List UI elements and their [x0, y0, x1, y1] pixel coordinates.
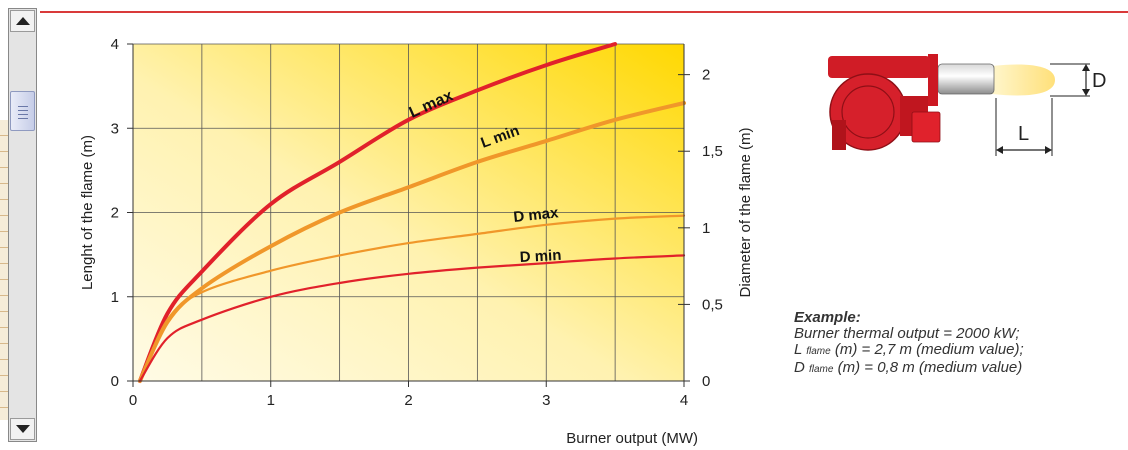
grip-line	[18, 110, 28, 111]
y-left-tick-label: 2	[111, 205, 119, 222]
example-line-2: L flame (m) = 2,7 m (medium value);	[794, 342, 1124, 360]
vertical-scrollbar[interactable]	[8, 8, 37, 442]
d-arrow-head-top	[1082, 64, 1090, 71]
example-line-2-sub: flame	[806, 346, 831, 357]
d-dimension-label: D	[1092, 70, 1106, 92]
flame-shape	[992, 64, 1055, 96]
air-inlet	[832, 120, 846, 150]
left-edge-decoration	[0, 120, 8, 420]
series-line-d-max	[138, 214, 686, 383]
label-d-min: D min	[519, 247, 562, 266]
scroll-down-button[interactable]	[10, 418, 35, 440]
example-title: Example:	[794, 309, 861, 326]
y-left-tick-label: 3	[111, 120, 119, 137]
scroll-up-button[interactable]	[10, 10, 35, 32]
grip-line	[18, 114, 28, 115]
burner-top-cover	[828, 56, 930, 78]
l-arrow-head-right	[1045, 146, 1052, 154]
y-right-tick-label: 1	[702, 220, 710, 237]
x-tick-label: 3	[542, 392, 550, 409]
y-left-tick-label: 1	[111, 289, 119, 306]
l-dimension-label: L	[1018, 123, 1029, 145]
x-axis-title: Burner output (MW)	[566, 430, 698, 447]
example-line-3-sub: flame	[809, 364, 834, 375]
y-left-axis-title: Lenght of the flame (m)	[79, 135, 96, 290]
scrollbar-thumb[interactable]	[10, 91, 35, 131]
example-line-3-a: D	[794, 359, 809, 376]
y-left-tick-label: 0	[111, 373, 119, 390]
data-curves	[137, 42, 686, 383]
grip-line	[18, 118, 28, 119]
y-right-tick-label: 0	[702, 373, 710, 390]
blast-tube	[937, 63, 995, 95]
x-tick-label: 0	[129, 392, 137, 409]
triangle-up-icon	[15, 17, 30, 25]
d-arrow-head-bottom	[1082, 89, 1090, 96]
y-left-tick-label: 4	[111, 36, 119, 53]
x-tick-label: 4	[680, 392, 688, 409]
y-right-tick-label: 0,5	[702, 296, 723, 313]
header-rule	[40, 11, 1128, 13]
example-line-3: D flame (m) = 0,8 m (medium value)	[794, 360, 1124, 378]
series-line-l-max	[137, 42, 618, 383]
fan-housing-ring	[841, 85, 895, 139]
example-line-1: Burner thermal output = 2000 kW;	[794, 325, 1020, 342]
grip-line	[18, 106, 28, 107]
burner-diagram: D L	[828, 54, 1106, 156]
series-line-d-min	[138, 254, 686, 383]
example-line-2-a: L	[794, 341, 807, 358]
mounting-flange	[928, 54, 938, 106]
control-box	[911, 111, 941, 143]
label-d-max: D max	[513, 204, 560, 226]
triangle-down-icon	[15, 425, 30, 433]
y-right-tick-label: 2	[702, 67, 710, 84]
example-line-2-b: (m) = 2,7 m (medium value);	[830, 341, 1024, 358]
x-tick-label: 1	[267, 392, 275, 409]
example-line-3-b: (m) = 0,8 m (medium value)	[833, 359, 1023, 376]
l-arrow-head-left	[996, 146, 1003, 154]
y-right-tick-label: 1,5	[702, 143, 723, 160]
y-right-axis-title: Diameter of the flame (m)	[737, 127, 754, 297]
example-note: Example: Burner thermal output = 2000 kW…	[794, 310, 1124, 378]
x-tick-label: 2	[404, 392, 412, 409]
